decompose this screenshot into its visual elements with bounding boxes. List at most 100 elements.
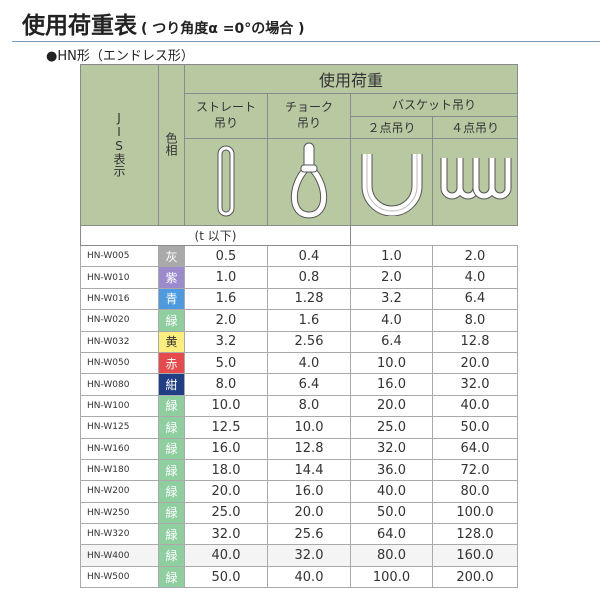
jis-code: HN-W016 xyxy=(80,287,159,311)
straight-load: 25.0 xyxy=(184,501,268,525)
jis-code: HN-W100 xyxy=(80,394,159,418)
table-row: HN-W500 緑 50.0 40.0 100.0 200.0 xyxy=(80,565,518,589)
straight-load: 40.0 xyxy=(184,544,268,567)
straight-header: ストレート 吊り xyxy=(184,93,268,139)
color-swatch: 緑 xyxy=(158,458,185,482)
jis-code: HN-W180 xyxy=(80,458,159,482)
table-row: HN-W080 紺 8.0 6.4 16.0 32.0 xyxy=(80,373,518,396)
table-row: HN-W016 青 1.6 1.28 3.2 6.4 xyxy=(80,287,518,311)
choke-load: 12.8 xyxy=(267,437,351,460)
table-row: HN-W320 緑 32.0 25.6 64.0 128.0 xyxy=(80,523,518,546)
straight-load: 10.0 xyxy=(184,394,268,418)
basket-two-load: 36.0 xyxy=(350,458,433,482)
choke-load: 6.4 xyxy=(267,373,351,396)
choke-load: 1.28 xyxy=(267,287,351,311)
basket-two-load: 6.4 xyxy=(350,330,433,353)
choke-load: 2.56 xyxy=(267,330,351,353)
jis-code: HN-W032 xyxy=(80,330,159,353)
straight-load: 12.5 xyxy=(184,416,268,439)
straight-load: 16.0 xyxy=(184,437,268,460)
straight-load: 8.0 xyxy=(184,373,268,396)
choke-load: 1.6 xyxy=(267,309,351,332)
table-row: HN-W180 緑 18.0 14.4 36.0 72.0 xyxy=(80,458,518,482)
straight-sling-icon xyxy=(184,138,268,226)
load-header: 使用荷重 xyxy=(184,64,518,94)
choke-load: 14.4 xyxy=(267,458,351,482)
unit-label: (t 以下) xyxy=(80,225,351,246)
color-swatch: 紺 xyxy=(158,373,185,396)
basket-two-load: 100.0 xyxy=(350,565,433,589)
choke-load: 25.6 xyxy=(267,523,351,546)
straight-load: 32.0 xyxy=(184,523,268,546)
jis-code: HN-W200 xyxy=(80,480,159,503)
choke-load: 16.0 xyxy=(267,480,351,503)
choke-header: チョーク 吊り xyxy=(267,93,351,139)
table-row: HN-W020 緑 2.0 1.6 4.0 8.0 xyxy=(80,309,518,332)
color-swatch: 緑 xyxy=(158,544,185,567)
straight-load: 1.6 xyxy=(184,287,268,311)
basket-four-load: 4.0 xyxy=(432,266,518,289)
jis-code: HN-W050 xyxy=(80,351,159,375)
color-swatch: 緑 xyxy=(158,565,185,589)
jis-code: HN-W020 xyxy=(80,309,159,332)
choke-load: 0.8 xyxy=(267,266,351,289)
four-point-header: ４点吊り xyxy=(432,115,518,139)
page-title: 使用荷重表( つり角度α =0°の場合 ) xyxy=(22,6,305,40)
section-subtitle: ●HN形（エンドレス形） xyxy=(46,49,194,64)
basket-two-load: 2.0 xyxy=(350,266,433,289)
choke-load: 40.0 xyxy=(267,565,351,589)
basket-two-load: 32.0 xyxy=(350,437,433,460)
jis-header: JIS表示 xyxy=(80,64,159,226)
basket-two-load: 50.0 xyxy=(350,501,433,525)
straight-load: 0.5 xyxy=(184,244,268,268)
jis-code: HN-W160 xyxy=(80,437,159,460)
choke-load: 0.4 xyxy=(267,244,351,268)
basket-four-load: 6.4 xyxy=(432,287,518,311)
jis-code: HN-W005 xyxy=(80,244,159,268)
choke-load: 20.0 xyxy=(267,501,351,525)
basket-four-load: 8.0 xyxy=(432,309,518,332)
color-swatch: 緑 xyxy=(158,394,185,418)
title-text: 使用荷重表 xyxy=(22,13,137,39)
straight-load: 20.0 xyxy=(184,480,268,503)
color-swatch: 青 xyxy=(158,287,185,311)
choke-load: 10.0 xyxy=(267,416,351,439)
basket-four-load: 80.0 xyxy=(432,480,518,503)
choke-load: 4.0 xyxy=(267,351,351,375)
table-row: HN-W005 灰 0.5 0.4 1.0 2.0 xyxy=(80,244,518,268)
table-row: HN-W050 赤 5.0 4.0 10.0 20.0 xyxy=(80,351,518,375)
straight-load: 5.0 xyxy=(184,351,268,375)
choke-sling-icon xyxy=(267,138,351,226)
basket-two-load: 80.0 xyxy=(350,544,433,567)
basket-four-load: 72.0 xyxy=(432,458,518,482)
color-swatch: 黄 xyxy=(158,330,185,353)
jis-code: HN-W400 xyxy=(80,544,159,567)
basket-two-load: 1.0 xyxy=(350,244,433,268)
color-swatch: 緑 xyxy=(158,480,185,503)
color-swatch: 灰 xyxy=(158,244,185,268)
table-row: HN-W100 緑 10.0 8.0 20.0 40.0 xyxy=(80,394,518,418)
color-swatch: 緑 xyxy=(158,416,185,439)
basket-two-load: 40.0 xyxy=(350,480,433,503)
jis-code: HN-W080 xyxy=(80,373,159,396)
divider xyxy=(12,41,600,42)
load-table: JIS表示 色相 使用荷重 ストレート 吊り チョーク 吊り バスケット吊り ２… xyxy=(80,64,518,589)
basket-four-load: 200.0 xyxy=(432,565,518,589)
title-note: ( つり角度α =0°の場合 ) xyxy=(141,21,305,37)
straight-load: 1.0 xyxy=(184,266,268,289)
color-swatch: 緑 xyxy=(158,437,185,460)
basket-four-load: 20.0 xyxy=(432,351,518,375)
table-row: HN-W160 緑 16.0 12.8 32.0 64.0 xyxy=(80,437,518,460)
jis-code: HN-W320 xyxy=(80,523,159,546)
jis-code: HN-W500 xyxy=(80,565,159,589)
choke-load: 8.0 xyxy=(267,394,351,418)
color-swatch: 緑 xyxy=(158,501,185,525)
table-row: HN-W125 緑 12.5 10.0 25.0 50.0 xyxy=(80,416,518,439)
choke-load: 32.0 xyxy=(267,544,351,567)
basket-four-load: 40.0 xyxy=(432,394,518,418)
color-swatch: 紫 xyxy=(158,266,185,289)
basket-two-load: 25.0 xyxy=(350,416,433,439)
basket-four-load: 50.0 xyxy=(432,416,518,439)
straight-load: 50.0 xyxy=(184,565,268,589)
basket-four-load: 64.0 xyxy=(432,437,518,460)
